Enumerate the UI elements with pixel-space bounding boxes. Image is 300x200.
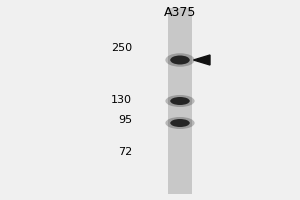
Ellipse shape bbox=[170, 97, 190, 105]
Ellipse shape bbox=[170, 119, 190, 127]
Ellipse shape bbox=[165, 53, 195, 67]
Text: 130: 130 bbox=[111, 95, 132, 105]
Text: 72: 72 bbox=[118, 147, 132, 157]
Polygon shape bbox=[194, 55, 210, 65]
Bar bbox=[168, 8, 192, 194]
Text: A375: A375 bbox=[164, 6, 196, 19]
Ellipse shape bbox=[165, 95, 195, 107]
Text: 250: 250 bbox=[111, 43, 132, 53]
Ellipse shape bbox=[165, 117, 195, 129]
Text: 95: 95 bbox=[118, 115, 132, 125]
Ellipse shape bbox=[170, 55, 190, 64]
